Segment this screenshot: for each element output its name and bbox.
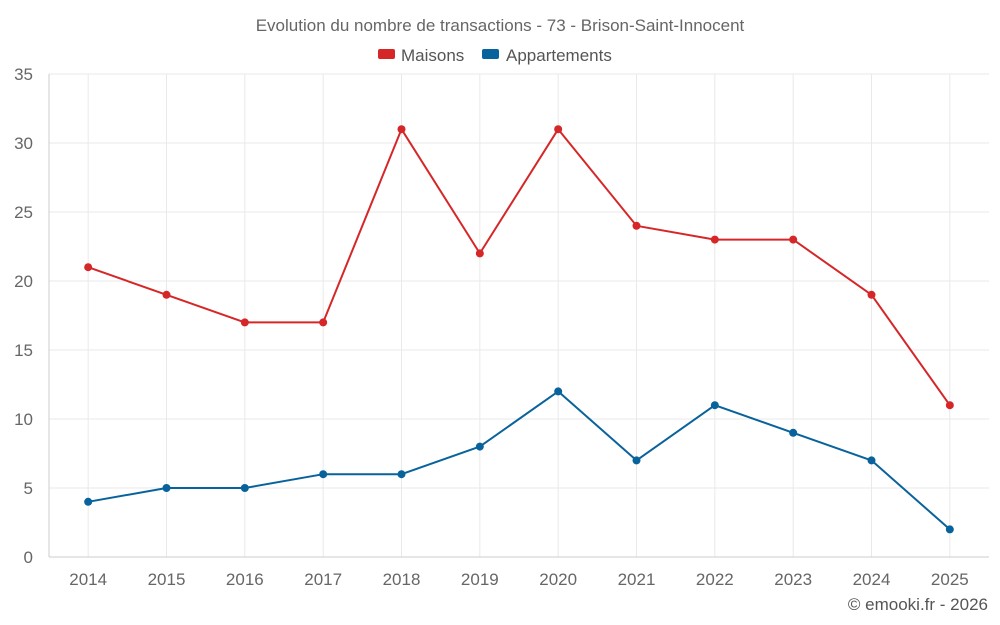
y-tick-label: 10 [14,410,33,429]
data-point-appartements [162,484,171,492]
x-tick-label: 2024 [853,570,891,589]
x-tick-label: 2025 [931,570,969,589]
data-point-appartements [240,484,249,492]
legend-swatch-appartements [482,49,499,59]
y-tick-label: 0 [24,548,33,567]
y-tick-label: 30 [14,134,33,153]
y-tick-label: 15 [14,341,33,360]
legend: Maisons Appartements [378,46,612,65]
data-point-appartements [554,387,563,396]
data-point-appartements [945,525,954,534]
series-line-maisons [87,128,951,407]
legend-swatch-maisons [378,49,395,59]
chart-title: Evolution du nombre de transactions - 73… [256,16,745,35]
data-point-maisons [319,318,328,327]
series-appartements [84,387,954,534]
y-tick-label: 20 [14,272,33,291]
x-tick-label: 2019 [461,570,499,589]
x-tick-label: 2016 [226,570,264,589]
legend-label-appartements: Appartements [506,46,612,65]
data-point-maisons [632,221,641,230]
legend-item-maisons[interactable]: Maisons [378,46,464,65]
series-line-appartements [87,390,951,531]
data-point-appartements [710,401,719,410]
data-point-maisons [867,290,876,299]
x-tick-label: 2015 [148,570,186,589]
data-point-maisons [789,235,798,244]
legend-label-maisons: Maisons [401,46,464,65]
x-tick-label: 2023 [774,570,812,589]
x-tick-label: 2018 [383,570,421,589]
y-tick-label: 5 [24,479,33,498]
data-point-maisons [240,318,249,327]
series-layer [84,125,954,534]
grid [49,73,989,557]
series-maisons [84,125,954,410]
legend-item-appartements[interactable]: Appartements [482,46,612,65]
data-point-appartements [632,456,641,465]
y-tick-label: 35 [14,65,33,84]
data-point-maisons [397,125,406,134]
y-tick-label: 25 [14,203,33,222]
x-tick-label: 2022 [696,570,734,589]
data-point-maisons [710,235,719,244]
x-tick-label: 2014 [69,570,107,589]
data-point-appartements [84,497,93,506]
data-point-maisons [554,125,563,134]
data-point-maisons [945,401,954,410]
data-point-appartements [397,470,406,479]
x-tick-label: 2020 [539,570,577,589]
data-point-appartements [867,456,876,465]
data-point-appartements [475,442,484,451]
data-point-appartements [319,470,328,479]
credits-text: © emooki.fr - 2026 [848,595,988,614]
x-tick-label: 2021 [618,570,656,589]
data-point-maisons [84,263,93,272]
data-point-maisons [475,249,484,258]
data-point-appartements [789,428,798,437]
x-tick-label: 2017 [304,570,342,589]
data-point-maisons [162,290,171,299]
